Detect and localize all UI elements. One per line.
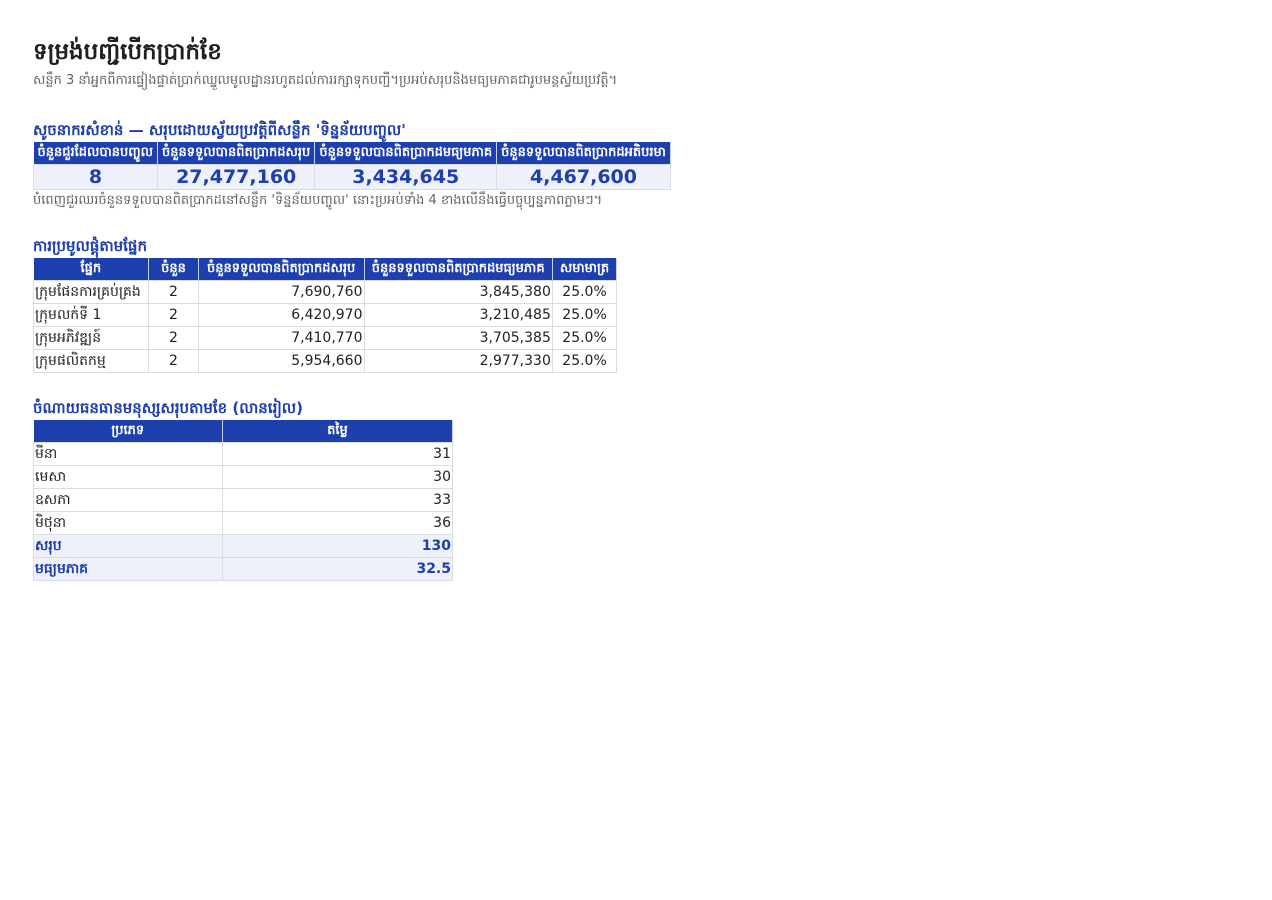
kpi-value-max[interactable]: 4,467,600 [496, 164, 671, 190]
groups-header-ratio[interactable]: សមាមាត្រ [552, 258, 618, 281]
group-average-cell[interactable]: 3,210,485 [363, 303, 553, 327]
kpi-value-total[interactable]: 27,477,160 [157, 164, 316, 190]
table-row: មីនា 31 [33, 442, 453, 466]
group-total-cell[interactable]: 7,410,770 [197, 326, 365, 350]
kpi-section: សូចនាករសំខាន់ — សរុបដោយស្វ័យប្រវត្តិពីសន… [32, 120, 671, 210]
group-count-cell[interactable]: 2 [148, 280, 199, 304]
month-value-cell[interactable]: 33 [222, 488, 453, 512]
monthly-total-label[interactable]: សរុប [33, 534, 223, 558]
group-name-cell[interactable]: ក្រុមផលិតកម្ម [32, 349, 150, 373]
group-name-cell[interactable]: ក្រុមអភិវឌ្ឍន៍ [32, 326, 150, 350]
kpi-header-max[interactable]: ចំនួនទទួលបានពិតប្រាកដអតិបរមា [496, 142, 671, 165]
monthly-table: ប្រភេទ តម្លៃ មីនា 31 មេសា 30 ឧសភា 33 មិថ… [33, 420, 453, 581]
group-total-cell[interactable]: 7,690,760 [197, 280, 365, 304]
monthly-total-value[interactable]: 130 [222, 534, 453, 558]
monthly-header-type[interactable]: ប្រភេទ [33, 420, 223, 443]
group-count-cell[interactable]: 2 [148, 303, 199, 327]
monthly-section-title: ចំណាយធនធានមនុស្សសរុបតាមខែ (លានរៀល) [33, 399, 303, 417]
monthly-average-label[interactable]: មធ្យមភាគ [33, 557, 223, 581]
group-ratio-cell[interactable]: 25.0% [551, 326, 618, 350]
group-total-cell[interactable]: 5,954,660 [197, 349, 365, 373]
table-row: ក្រុមអភិវឌ្ឍន៍ 2 7,410,770 3,705,385 25.… [32, 326, 618, 350]
table-row: មេសា 30 [33, 465, 453, 489]
groups-header-dept[interactable]: ផ្នែក [33, 258, 150, 281]
monthly-section: ចំណាយធនធានមនុស្សសរុបតាមខែ (លានរៀល) ប្រភេ… [33, 398, 453, 581]
kpi-value-row: 8 27,477,160 3,434,645 4,467,600 [32, 164, 671, 190]
kpi-table: ចំនួនជួរដែលបានបញ្ចូល ចំនួនទទួលបានពិតប្រា… [32, 142, 671, 190]
group-total-cell[interactable]: 6,420,970 [197, 303, 365, 327]
monthly-average-row: មធ្យមភាគ 32.5 [33, 557, 453, 581]
group-name-cell[interactable]: ក្រុមផែនការគ្រប់គ្រង [32, 280, 150, 304]
kpi-header-average[interactable]: ចំនួនទទួលបានពិតប្រាកដមធ្យមភាគ [314, 142, 498, 165]
groups-header-row: ផ្នែក ចំនួន ចំនួនទទួលបានពិតប្រាកដសរុប ចំ… [33, 258, 618, 281]
group-ratio-cell[interactable]: 25.0% [551, 349, 618, 373]
monthly-header-row: ប្រភេទ តម្លៃ [33, 420, 453, 443]
kpi-header-row: ចំនួនជួរដែលបានបញ្ចូល ចំនួនទទួលបានពិតប្រា… [33, 142, 671, 165]
table-row: ឧសភា 33 [33, 488, 453, 512]
kpi-header-total[interactable]: ចំនួនទទួលបានពិតប្រាកដសរុប [157, 142, 316, 165]
month-label-cell[interactable]: មេសា [33, 465, 223, 489]
groups-section-title: ការប្រមូលផ្តុំតាមផ្នែក [33, 237, 147, 255]
group-count-cell[interactable]: 2 [148, 326, 199, 350]
group-ratio-cell[interactable]: 25.0% [551, 303, 618, 327]
month-value-cell[interactable]: 31 [222, 442, 453, 466]
table-row: មិថុនា 36 [33, 511, 453, 535]
monthly-total-row: សរុប 130 [33, 534, 453, 558]
monthly-header-value[interactable]: តម្លៃ [222, 420, 453, 443]
group-count-cell[interactable]: 2 [148, 349, 199, 373]
group-name-cell[interactable]: ក្រុមលក់ទី 1 [32, 303, 150, 327]
group-ratio-cell[interactable]: 25.0% [551, 280, 618, 304]
kpi-note: បំពេញជួរឈរចំនួនទទួលបានពិតប្រាកដនៅសន្លឹក … [33, 193, 603, 208]
table-row: ក្រុមលក់ទី 1 2 6,420,970 3,210,485 25.0% [32, 303, 618, 327]
groups-header-count[interactable]: ចំនួន [148, 258, 199, 281]
kpi-value-rows[interactable]: 8 [32, 164, 159, 190]
month-label-cell[interactable]: មីនា [33, 442, 223, 466]
groups-section: ការប្រមូលផ្តុំតាមផ្នែក ផ្នែក ចំនួន ចំនួន… [32, 236, 618, 373]
group-average-cell[interactable]: 3,845,380 [363, 280, 553, 304]
month-label-cell[interactable]: ឧសភា [33, 488, 223, 512]
groups-header-total[interactable]: ចំនួនទទួលបានពិតប្រាកដសរុប [198, 258, 365, 281]
groups-header-average[interactable]: ចំនួនទទួលបានពិតប្រាកដមធ្យមភាគ [364, 258, 553, 281]
table-row: ក្រុមផលិតកម្ម 2 5,954,660 2,977,330 25.0… [32, 349, 618, 373]
groups-table: ផ្នែក ចំនួន ចំនួនទទួលបានពិតប្រាកដសរុប ចំ… [32, 258, 618, 373]
kpi-value-average[interactable]: 3,434,645 [314, 164, 498, 190]
monthly-average-value[interactable]: 32.5 [222, 557, 453, 581]
month-label-cell[interactable]: មិថុនា [33, 511, 223, 535]
month-value-cell[interactable]: 30 [222, 465, 453, 489]
group-average-cell[interactable]: 2,977,330 [363, 349, 553, 373]
table-row: ក្រុមផែនការគ្រប់គ្រង 2 7,690,760 3,845,3… [32, 280, 618, 304]
kpi-section-title: សូចនាករសំខាន់ — សរុបដោយស្វ័យប្រវត្តិពីសន… [33, 121, 406, 139]
page-title: ទម្រង់បញ្ជីបើកប្រាក់ខែ [33, 39, 222, 65]
group-average-cell[interactable]: 3,705,385 [363, 326, 553, 350]
page-subtitle: សន្លឹក 3 នាំអ្នកពីការផ្ទៀងផ្ទាត់ប្រាក់ឈ្… [33, 73, 618, 88]
month-value-cell[interactable]: 36 [222, 511, 453, 535]
sheet-page: ទម្រង់បញ្ជីបើកប្រាក់ខែ សន្លឹក 3 នាំអ្នកព… [32, 36, 671, 581]
kpi-header-rows[interactable]: ចំនួនជួរដែលបានបញ្ចូល [33, 142, 159, 165]
